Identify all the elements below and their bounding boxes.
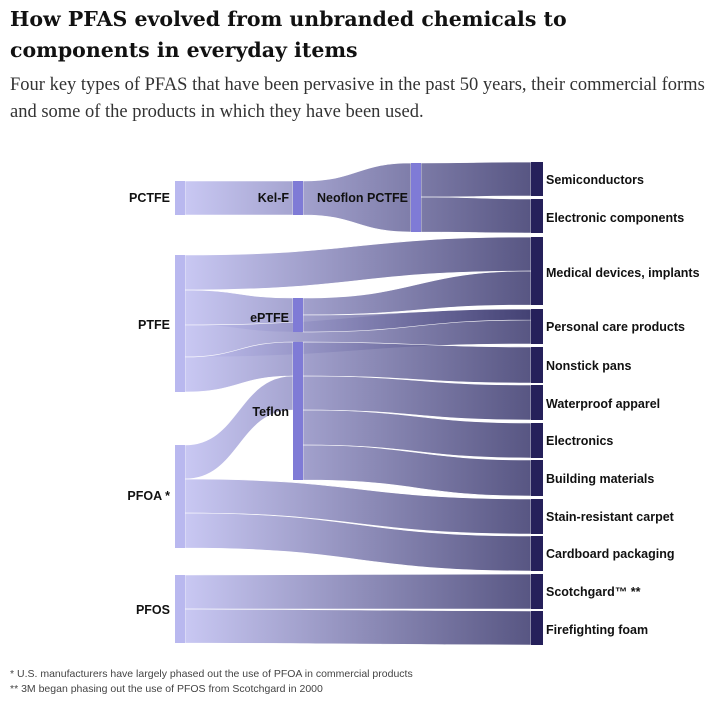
node-bar-neoflon — [411, 163, 421, 232]
node-bar-semiconductors — [531, 162, 543, 196]
node-bar-scotchgard — [531, 574, 543, 609]
node-label-nonstick: Nonstick pans — [546, 359, 631, 373]
node-label-waterproof: Waterproof apparel — [546, 397, 660, 411]
chart-subtitle: Four key types of PFAS that have been pe… — [10, 75, 705, 122]
node-label-eptfe: ePTFE — [250, 311, 289, 325]
flow-neoflon-to-semiconductors — [420, 161, 532, 198]
node-label-electronic-components: Electronic components — [546, 211, 684, 225]
node-bar-pctfe — [175, 181, 185, 215]
flow-pfos-to-firefighting — [184, 608, 532, 646]
node-label-cardboard: Cardboard packaging — [546, 547, 675, 561]
node-label-electronics: Electronics — [546, 434, 613, 448]
node-label-teflon: Teflon — [252, 405, 289, 419]
flow-links — [184, 161, 532, 646]
node-bar-medical — [531, 237, 543, 305]
node-bar-pfoa — [175, 445, 185, 548]
node-label-building: Building materials — [546, 472, 654, 486]
node-bar-building — [531, 460, 543, 496]
node-bar-stain-carpet — [531, 499, 543, 534]
node-label-personal-care: Personal care products — [546, 320, 685, 334]
node-label-pfos: PFOS — [136, 603, 170, 617]
chart-title: How PFAS evolved from unbranded chemical… — [10, 7, 567, 62]
node-labels: PCTFE PTFE PFOA * PFOS Kel-F ePTFE Teflon Neofl… — [127, 173, 699, 637]
node-label-ptfe: PTFE — [138, 318, 170, 332]
footnote-pfoa: * U.S. manufacturers have largely phased… — [10, 668, 413, 680]
node-bar-nonstick — [531, 347, 543, 383]
node-label-semiconductors: Semiconductors — [546, 173, 644, 187]
footnote-pfos: ** 3M began phasing out the use of PFOS … — [10, 683, 323, 695]
node-label-firefighting: Firefighting foam — [546, 623, 648, 637]
node-bar-pfos — [175, 575, 185, 643]
node-label-scotchgard: Scotchgard™ ** — [546, 585, 641, 599]
flow-neoflon-to-electronic_components — [420, 196, 532, 234]
node-label-stain-carpet: Stain-resistant carpet — [546, 510, 675, 524]
node-bar-eptfe — [293, 298, 303, 332]
node-bar-waterproof — [531, 385, 543, 420]
node-bar-electronics — [531, 423, 543, 458]
node-label-kelf: Kel-F — [258, 191, 290, 205]
node-bar-ptfe — [175, 255, 185, 392]
node-bar-personal-care — [531, 309, 543, 344]
node-bar-cardboard — [531, 536, 543, 571]
flow-pfos-to-scotchgard — [184, 573, 532, 610]
node-bar-teflon — [293, 342, 303, 480]
node-label-medical: Medical devices, implants — [546, 266, 700, 280]
node-bar-electronic-components — [531, 199, 543, 233]
node-bar-firefighting — [531, 611, 543, 645]
node-bar-kelf — [293, 181, 303, 215]
node-bars — [175, 162, 543, 645]
node-label-pctfe: PCTFE — [129, 191, 170, 205]
node-label-pfoa: PFOA * — [127, 489, 170, 503]
node-label-neoflon: Neoflon PCTFE — [317, 191, 408, 205]
